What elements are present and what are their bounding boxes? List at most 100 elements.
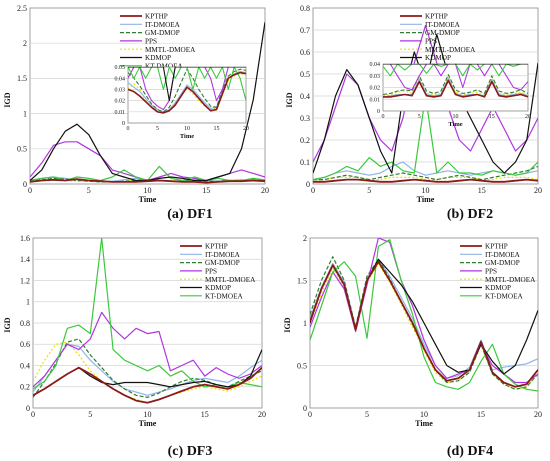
caption-name: DF3 bbox=[187, 444, 213, 459]
series-line-it-dmoea bbox=[33, 343, 262, 396]
y-tick-label: 0.1 bbox=[300, 158, 310, 167]
inset-x-tick-label: 10 bbox=[184, 126, 190, 132]
inset-series-line-kt-dmoea bbox=[383, 64, 528, 77]
x-axis-label: Time bbox=[139, 419, 157, 428]
inset-plot: 0 0.01 0.02 0.03 0.04 0 5 10 15 20 Time bbox=[370, 62, 532, 128]
x-tick-label: 10 bbox=[422, 186, 430, 195]
inset-y-tick-label: 0.05 bbox=[115, 65, 126, 71]
y-tick-label: 0.5 bbox=[17, 145, 27, 154]
x-tick-label: 5 bbox=[87, 186, 91, 195]
legend: KPTHPIT-DMOEAGM-DMOPPPSMMTL-DMOEAKDMOPKT… bbox=[460, 243, 536, 300]
y-axis-label: IGD bbox=[285, 92, 294, 107]
x-tick-label: 20 bbox=[534, 186, 542, 195]
legend-label-gm-dmop: GM-DMOP bbox=[425, 29, 460, 37]
y-axis-label: IGD bbox=[283, 317, 292, 332]
inset-plot: 0 0.01 0.02 0.03 0.04 0.05 0 5 10 15 20 Time bbox=[115, 65, 250, 140]
series-line-gm-dmop bbox=[313, 165, 538, 181]
inset-x-tick-label: 15 bbox=[489, 114, 495, 120]
x-tick-label: 20 bbox=[261, 186, 269, 195]
panel-caption: (a) DF1 bbox=[167, 207, 213, 222]
caption-name: DF2 bbox=[467, 207, 493, 222]
inset-y-tick-label: 0.01 bbox=[115, 110, 126, 116]
y-tick-label: 0 bbox=[26, 404, 30, 413]
inset-y-tick-label: 0.02 bbox=[115, 99, 126, 105]
inset-x-tick-label: 10 bbox=[453, 114, 459, 120]
legend-label-pps: PPS bbox=[425, 38, 437, 46]
caption-letter: (a) bbox=[167, 207, 187, 222]
series-line-pps bbox=[33, 311, 262, 388]
legend-label-kt-dmoea: KT-DMOEA bbox=[205, 292, 243, 300]
x-tick-label: 10 bbox=[144, 410, 152, 419]
inset-y-tick-label: 0 bbox=[377, 109, 380, 115]
y-tick-label: 0.8 bbox=[20, 319, 30, 328]
inset-y-tick-label: 0.02 bbox=[370, 86, 381, 92]
series-line-kpthp bbox=[33, 366, 262, 404]
inset-x-axis-label: Time bbox=[448, 121, 462, 128]
y-tick-label: 2 bbox=[23, 39, 27, 48]
series-line-mmtl-dmoea bbox=[313, 176, 538, 181]
y-axis-label: IGD bbox=[3, 317, 12, 332]
inset-series-line-pps bbox=[128, 67, 246, 111]
series-line-kt-dmoea bbox=[310, 239, 538, 392]
chart-panel-df2: 0 0.1 0.2 0.3 0.4 0.5 0.6 0.7 0.8 0 5 10 15 20 Time IGD… bbox=[285, 4, 542, 222]
legend-label-pps: PPS bbox=[485, 268, 497, 276]
x-tick-label: 0 bbox=[308, 410, 312, 419]
inset-x-tick-label: 5 bbox=[156, 126, 159, 132]
inset-series-line-mmtl-dmoea bbox=[383, 75, 528, 97]
x-tick-label: 15 bbox=[201, 410, 209, 419]
x-tick-label: 20 bbox=[258, 410, 266, 419]
chart-panel-df4: 00.511.520 5 10 15 20TimeIGDKPTHPIT-DMOEAGM-… bbox=[283, 234, 542, 459]
legend-label-it-dmoea: IT-DMOEA bbox=[485, 251, 521, 259]
inset-x-tick-label: 0 bbox=[382, 114, 385, 120]
caption-letter: (d) bbox=[447, 444, 468, 459]
legend-label-gm-dmop: GM-DMOP bbox=[145, 29, 180, 37]
y-tick-label: 0.3 bbox=[300, 114, 310, 123]
legend-label-mmtl-dmoea: MMTL-DMOEA bbox=[145, 46, 196, 54]
inset-series-line-pps bbox=[383, 64, 528, 91]
inset-y-tick-label: 0 bbox=[122, 121, 125, 127]
x-axis-label: Time bbox=[139, 195, 157, 204]
x-tick-label: 5 bbox=[365, 410, 369, 419]
legend-label-kt-dmoea: KT-DMOEA bbox=[145, 62, 183, 70]
inset-y-tick-label: 0.01 bbox=[370, 97, 381, 103]
caption-letter: (b) bbox=[447, 207, 468, 222]
chart-panel-df1: 0 0.5 1 1.5 2 2.5 0 5 10 15 20 Time IGD KPTHPIT-DMOEA… bbox=[3, 4, 269, 222]
legend-label-pps: PPS bbox=[205, 268, 217, 276]
x-tick-label: 15 bbox=[202, 186, 210, 195]
y-tick-label: 2.5 bbox=[17, 4, 27, 13]
legend-label-pps: PPS bbox=[145, 38, 157, 46]
legend-label-gm-dmop: GM-DMOP bbox=[205, 259, 240, 267]
series-line-kpthp bbox=[310, 260, 538, 388]
y-tick-label: 1.2 bbox=[20, 276, 30, 285]
x-tick-label: 0 bbox=[28, 186, 32, 195]
series-line-pps bbox=[313, 25, 538, 163]
x-tick-label: 15 bbox=[477, 410, 485, 419]
y-tick-label: 0.6 bbox=[20, 340, 30, 349]
inset-x-tick-label: 20 bbox=[243, 126, 249, 132]
y-axis-label: IGD bbox=[3, 92, 12, 107]
y-tick-label: 0 bbox=[303, 404, 307, 413]
x-tick-label: 5 bbox=[367, 186, 371, 195]
inset-x-axis-label: Time bbox=[180, 133, 194, 140]
inset-x-tick-label: 0 bbox=[127, 126, 130, 132]
inset-series-line-gm-dmop bbox=[383, 74, 528, 96]
inset-y-tick-label: 0.03 bbox=[115, 88, 126, 94]
x-tick-label: 0 bbox=[31, 410, 35, 419]
x-axis-label: Time bbox=[417, 195, 435, 204]
panel-caption: (b) DF2 bbox=[447, 207, 493, 222]
inset-x-tick-label: 5 bbox=[418, 114, 421, 120]
series-line-kpthp bbox=[30, 178, 265, 184]
inset-x-tick-label: 15 bbox=[214, 126, 220, 132]
panel-caption: (d) DF4 bbox=[447, 444, 493, 459]
x-tick-label: 0 bbox=[311, 186, 315, 195]
x-tick-label: 5 bbox=[88, 410, 92, 419]
legend-label-kpthp: KPTHP bbox=[485, 243, 508, 251]
y-tick-label: 1.6 bbox=[20, 234, 30, 243]
y-tick-label: 1.5 bbox=[17, 74, 27, 83]
legend-label-mmtl-dmoea: MMTL-DMOEA bbox=[205, 276, 256, 284]
legend: KPTHPIT-DMOEAGM-DMOPPPSMMTL-DMOEAKDMOPKT… bbox=[120, 13, 196, 70]
y-tick-label: 1 bbox=[23, 109, 27, 118]
y-tick-label: 0.4 bbox=[300, 92, 310, 101]
caption-name: DF1 bbox=[187, 207, 213, 222]
